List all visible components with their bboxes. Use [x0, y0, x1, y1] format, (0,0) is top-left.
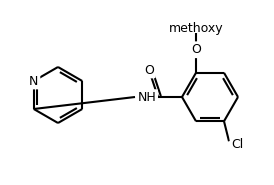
Text: methoxy: methoxy — [169, 22, 223, 35]
Text: NH: NH — [138, 90, 157, 103]
Text: O: O — [191, 43, 201, 56]
Text: O: O — [144, 63, 154, 77]
Text: N: N — [29, 75, 38, 88]
Text: Cl: Cl — [231, 138, 243, 151]
